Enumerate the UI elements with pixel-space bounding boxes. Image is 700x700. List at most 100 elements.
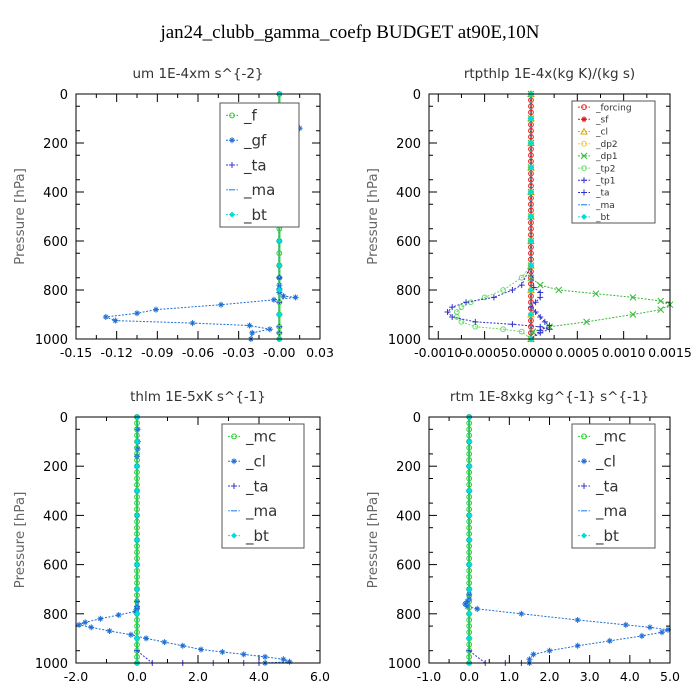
data-point-gf — [249, 329, 256, 336]
legend-marker — [231, 458, 237, 465]
chart-panel-3: thlm 1E-5xK s^{-1} Pressure [hPa] 0 200 400 6… — [12, 389, 330, 684]
data-point-tp1 — [444, 309, 451, 316]
data-point-gf — [102, 313, 109, 320]
data-point-bt — [134, 537, 140, 543]
data-point-ta — [541, 318, 548, 325]
legend-marker — [229, 137, 235, 144]
data-point-cl — [474, 605, 481, 612]
legend-label: _ta — [245, 477, 269, 496]
y-tick-label: 800 — [43, 608, 68, 623]
data-point-dp1 — [629, 293, 637, 301]
x-tick-label: -0.03 — [222, 345, 254, 360]
y-tick-label: 800 — [396, 608, 421, 623]
page-title: jan24_clubb_gamma_coefp BUDGET at90E,10N — [160, 22, 540, 43]
x-tick-label: -0.15 — [60, 345, 92, 360]
data-point-cl — [134, 426, 141, 433]
data-point-dp1 — [657, 297, 665, 305]
data-point-bt — [466, 586, 473, 593]
legend-label: _mc — [595, 428, 626, 447]
x-tick-label: -0.0005 — [460, 345, 508, 360]
legend-marker — [580, 152, 588, 160]
data-point-cl — [97, 615, 104, 622]
legend-marker — [581, 483, 587, 489]
data-point-bt — [134, 635, 140, 642]
data-point-bt — [134, 561, 140, 568]
data-point-gf — [292, 294, 299, 301]
data-point-bt — [134, 438, 140, 445]
data-point-bt — [134, 586, 140, 593]
data-point-bt — [276, 311, 283, 318]
data-point-ta — [546, 322, 553, 329]
data-point-cl — [82, 619, 89, 626]
legend-marker — [581, 165, 587, 172]
chart-panel-1: um 1E-4xm s^{-2} Pressure [hPa] 0 200 400 600… — [12, 66, 334, 360]
data-point-dp1 — [536, 281, 544, 289]
legend-marker — [231, 532, 237, 539]
plot-frame — [75, 93, 321, 340]
data-point-bt — [527, 213, 534, 220]
data-point-gf — [218, 301, 225, 308]
legend-marker — [581, 177, 587, 184]
y-tick-label: 0 — [60, 411, 68, 426]
data-point-cl — [622, 621, 629, 628]
legend-label: _ma — [243, 181, 275, 200]
data-point-cl — [546, 647, 553, 654]
data-point-tp1 — [449, 313, 456, 320]
data-point-bt — [466, 610, 473, 617]
legend-label: _bt — [243, 206, 267, 225]
x-tick-label: -0.06 — [182, 345, 214, 360]
legend: _mc _cl _ta _ma _bt — [221, 423, 305, 549]
data-point-bt — [527, 238, 534, 244]
data-point-tp1 — [509, 287, 516, 293]
legend-label: _dp1 — [595, 152, 618, 162]
chart-panel-4: rtm 1E-8xkg kg^{-1} s^{-1} Pressure [hPa]… — [365, 389, 680, 684]
data-point-bt — [527, 164, 534, 171]
data-point-dp1 — [555, 286, 563, 294]
x-tick-label: 0.03 — [306, 345, 334, 360]
series-line-ta — [468, 417, 522, 664]
legend-label: _cl — [595, 452, 616, 471]
data-point-bt — [527, 189, 534, 195]
data-point-cl — [518, 610, 525, 617]
series-group — [462, 414, 671, 666]
y-axis-label: Pressure [hPa] — [365, 168, 381, 265]
data-point-cl — [658, 629, 665, 636]
legend-marker — [581, 433, 587, 440]
chart-title: um 1E-4xm s^{-2} — [133, 66, 264, 82]
legend-label: _ta — [243, 156, 267, 175]
data-point-bt — [466, 438, 473, 445]
data-point-bt — [134, 487, 140, 494]
data-point-bt — [527, 262, 534, 269]
y-tick-label: 1000 — [35, 657, 68, 672]
data-point-tp1 — [490, 294, 497, 301]
x-tick-label: 0.0015 — [648, 345, 692, 360]
data-point-bt — [466, 561, 473, 568]
legend: _forcing _sf _cl _dp2 _dp1 _tp2 _tp1 _ta _ma _bt — [571, 100, 656, 224]
y-axis-label: Pressure [hPa] — [12, 492, 28, 589]
data-point-cl — [530, 651, 537, 658]
data-point-tp2 — [458, 304, 465, 311]
x-tick-label: 2.0 — [540, 669, 560, 684]
legend-marker — [581, 458, 587, 465]
data-point-gf — [246, 322, 253, 329]
data-point-cl — [179, 642, 186, 649]
legend-label: _ta — [595, 477, 619, 496]
data-point-cl — [161, 639, 168, 646]
data-point-cl — [286, 658, 293, 665]
x-tick-label: 2.0 — [188, 669, 208, 684]
legend-marker — [231, 483, 237, 489]
data-point-ta — [537, 313, 544, 320]
data-point-cl — [106, 628, 113, 635]
data-point-gf — [112, 317, 119, 324]
y-tick-label: 600 — [43, 235, 68, 250]
y-tick-label: 400 — [396, 186, 421, 201]
y-tick-label: 1000 — [388, 657, 421, 672]
data-point-cl — [464, 598, 471, 605]
x-tick-label: 0.0000 — [509, 345, 553, 360]
legend-label: _bt — [595, 213, 610, 223]
data-point-cl — [262, 653, 269, 660]
data-point-gf — [152, 306, 159, 313]
legend-label: _ma — [595, 502, 627, 521]
data-point-cl — [76, 621, 83, 628]
